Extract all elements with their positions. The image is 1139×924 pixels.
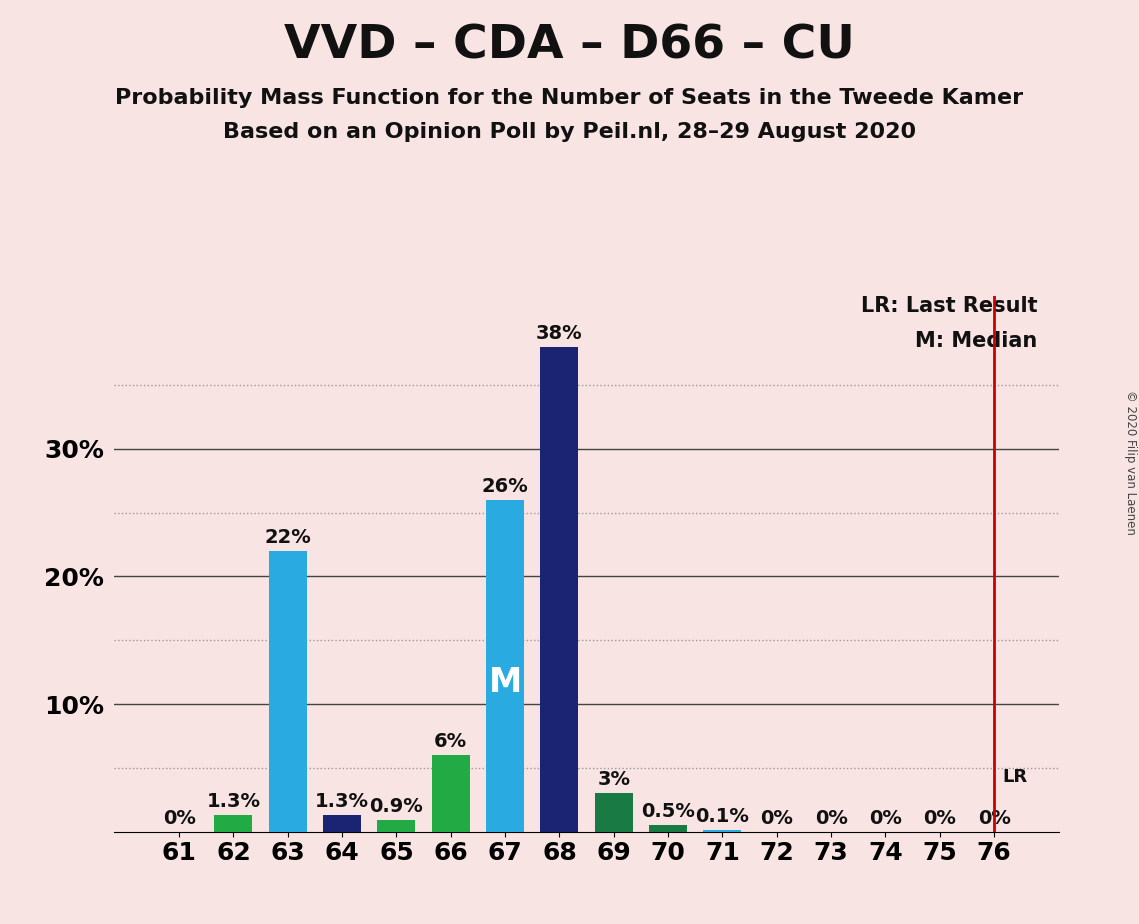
Text: LR: Last Result: LR: Last Result: [861, 296, 1038, 316]
Bar: [214, 815, 253, 832]
Bar: [649, 825, 687, 832]
Text: Probability Mass Function for the Number of Seats in the Tweede Kamer: Probability Mass Function for the Number…: [115, 88, 1024, 108]
Text: 0.9%: 0.9%: [369, 797, 424, 816]
Bar: [540, 346, 579, 832]
Text: VVD – CDA – D66 – CU: VVD – CDA – D66 – CU: [284, 23, 855, 68]
Text: 0.1%: 0.1%: [696, 808, 749, 826]
Bar: [486, 500, 524, 832]
Text: 1.3%: 1.3%: [206, 792, 261, 811]
Text: 26%: 26%: [482, 477, 528, 496]
Text: Based on an Opinion Poll by Peil.nl, 28–29 August 2020: Based on an Opinion Poll by Peil.nl, 28–…: [223, 122, 916, 142]
Bar: [595, 794, 633, 832]
Text: 38%: 38%: [536, 324, 583, 343]
Bar: [323, 815, 361, 832]
Text: 0%: 0%: [977, 809, 1010, 829]
Text: M: Median: M: Median: [916, 332, 1038, 351]
Text: 0%: 0%: [814, 809, 847, 829]
Bar: [704, 831, 741, 832]
Text: 0%: 0%: [924, 809, 956, 829]
Text: M: M: [489, 666, 522, 699]
Text: 1.3%: 1.3%: [316, 792, 369, 811]
Text: 6%: 6%: [434, 732, 467, 751]
Text: 0%: 0%: [761, 809, 793, 829]
Bar: [432, 755, 469, 832]
Text: 0.5%: 0.5%: [641, 802, 695, 821]
Text: 0%: 0%: [163, 809, 196, 829]
Bar: [377, 821, 416, 832]
Text: © 2020 Filip van Laenen: © 2020 Filip van Laenen: [1124, 390, 1137, 534]
Text: 0%: 0%: [869, 809, 902, 829]
Text: 22%: 22%: [264, 528, 311, 547]
Text: 3%: 3%: [597, 771, 630, 789]
Text: LR: LR: [1002, 768, 1027, 785]
Bar: [269, 551, 306, 832]
